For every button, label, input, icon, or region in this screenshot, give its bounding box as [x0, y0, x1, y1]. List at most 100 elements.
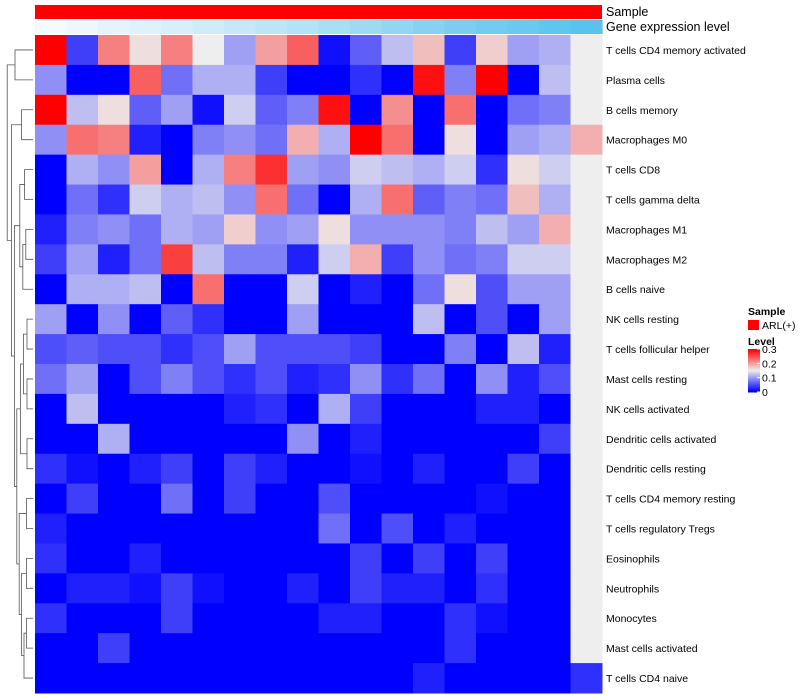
heatmap-cell — [476, 364, 508, 395]
heatmap-cell — [129, 304, 162, 335]
heatmap-cell — [381, 423, 414, 455]
heatmap-cell — [129, 603, 162, 634]
heatmap-cell — [255, 513, 288, 544]
heatmap-cell — [476, 274, 508, 305]
legend-gradient-step — [748, 378, 760, 380]
heatmap-cell — [98, 393, 130, 425]
row-label: Plasma cells — [606, 75, 665, 87]
heatmap-cell — [287, 244, 319, 275]
heatmap-cell — [66, 334, 99, 365]
heatmap-cell — [98, 184, 130, 215]
heatmap-cell — [476, 543, 508, 574]
heatmap-cell — [192, 184, 225, 215]
heatmap-cell — [350, 423, 382, 455]
heatmap-cell — [381, 663, 414, 694]
dendrogram-branch — [24, 169, 33, 200]
dendrogram-branch — [25, 229, 33, 260]
heatmap-cell — [476, 393, 508, 425]
heatmap-cell — [287, 603, 319, 634]
heatmap-cell — [255, 124, 288, 156]
heatmap-cell — [539, 513, 571, 544]
heatmap-cell — [255, 64, 288, 96]
heatmap-cell — [161, 663, 193, 694]
heatmap-cell — [444, 633, 477, 664]
heatmap-cell — [381, 393, 414, 425]
heatmap-cells — [35, 35, 603, 694]
row-label: NK cells activated — [606, 404, 690, 416]
heatmap-cell — [507, 453, 540, 485]
heatmap-cell — [35, 453, 67, 485]
heatmap-cell — [413, 64, 445, 96]
heatmap-cell — [444, 334, 477, 365]
heatmap-cell — [66, 573, 99, 604]
expression-annotation-cell — [161, 20, 194, 34]
legend-gradient-step — [748, 389, 760, 392]
heatmap-cell — [98, 364, 130, 395]
heatmap-cell — [35, 35, 67, 66]
heatmap-cell — [444, 64, 477, 96]
heatmap-cell — [318, 184, 351, 215]
heatmap-cell — [381, 304, 414, 335]
heatmap-cell — [66, 154, 99, 186]
legend-gradient-step — [748, 357, 760, 360]
heatmap-cell — [98, 633, 130, 664]
heatmap-cell — [539, 154, 571, 186]
heatmap-cell — [224, 663, 256, 694]
heatmap-cell — [161, 364, 193, 395]
heatmap-cell — [129, 94, 162, 126]
heatmap-cell — [381, 274, 414, 305]
heatmap-cell — [507, 603, 540, 634]
heatmap-cell — [381, 334, 414, 365]
heatmap-cell — [570, 94, 603, 126]
dendrogram-branch — [23, 632, 33, 679]
heatmap-cell — [192, 35, 225, 66]
heatmap-cell — [413, 453, 445, 485]
heatmap-cell — [66, 304, 99, 335]
legend-gradient-step — [748, 360, 760, 363]
legend-gradient-step — [748, 386, 760, 389]
heatmap-cell — [570, 483, 603, 515]
heatmap-cell — [413, 274, 445, 305]
heatmap-cell — [476, 453, 508, 485]
heatmap-cell — [224, 543, 256, 574]
heatmap-cell — [224, 393, 256, 425]
heatmap-cell — [381, 35, 414, 66]
heatmap-cell — [413, 304, 445, 335]
dendrogram-branch — [26, 617, 33, 649]
heatmap-cell — [539, 124, 571, 156]
heatmap-cell — [381, 214, 414, 245]
heatmap-cell — [444, 423, 477, 455]
heatmap-cell — [413, 244, 445, 275]
heatmap-cell — [507, 64, 540, 96]
heatmap-cell — [476, 483, 508, 515]
heatmap-cell — [98, 64, 130, 96]
dendrogram-branch — [23, 333, 27, 395]
heatmap-cell — [539, 543, 571, 574]
sample-annotation-bar — [35, 5, 602, 19]
heatmap-cell — [381, 64, 414, 96]
heatmap-cell — [350, 603, 382, 634]
legend-gradient-step — [748, 388, 760, 391]
heatmap-cell — [507, 214, 540, 245]
heatmap-cell — [224, 483, 256, 515]
heatmap-cell — [570, 364, 603, 395]
heatmap-cell — [98, 274, 130, 305]
heatmap-cell — [224, 154, 256, 186]
heatmap-cell — [539, 244, 571, 275]
heatmap-cell — [318, 274, 351, 305]
expression-annotation-label: Gene expression level — [606, 20, 730, 34]
heatmap-cell — [476, 94, 508, 126]
heatmap-cell — [224, 244, 256, 275]
heatmap-cell — [507, 184, 540, 215]
heatmap-cell — [66, 483, 99, 515]
heatmap-cell — [539, 304, 571, 335]
heatmap-cell — [476, 603, 508, 634]
heatmap-cell — [161, 94, 193, 126]
heatmap-cell — [476, 124, 508, 156]
legend-sample-entry: ARL(+) — [762, 320, 796, 332]
legend-gradient-step — [748, 374, 760, 377]
legend-gradient-step — [748, 364, 760, 366]
heatmap-cell — [570, 453, 603, 485]
heatmap-cell — [350, 304, 382, 335]
